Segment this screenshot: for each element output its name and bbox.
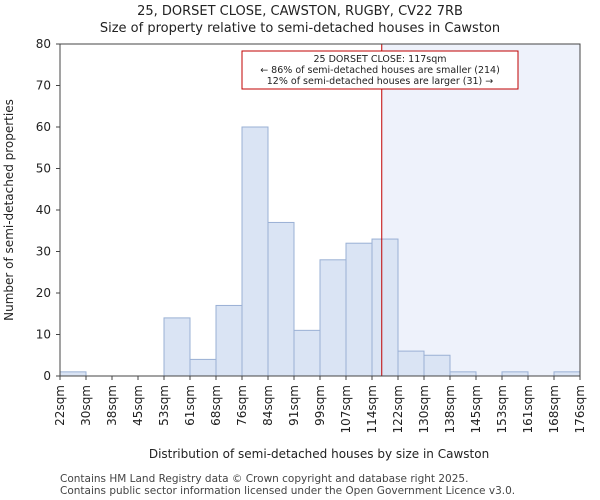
- histogram-bar: [163, 317, 191, 377]
- y-tick-label: 70: [36, 79, 51, 93]
- histogram-bar: [189, 358, 217, 377]
- x-tick-label: 153sqm: [495, 385, 509, 433]
- histogram-bar: [371, 238, 399, 377]
- histogram-bar: [345, 242, 373, 377]
- x-tick-label: 76sqm: [235, 385, 249, 426]
- histogram-bar: [267, 221, 295, 377]
- x-tick-label: 130sqm: [417, 385, 431, 433]
- x-tick-label: 38sqm: [105, 385, 119, 426]
- y-tick-label: 20: [36, 286, 51, 300]
- x-tick-label: 107sqm: [339, 385, 353, 433]
- annotation-line-2: ← 86% of semi-detached houses are smalle…: [260, 65, 500, 76]
- histogram-bar: [501, 371, 529, 377]
- x-tick-label: 84sqm: [261, 385, 275, 426]
- y-axis-label: Number of semi-detached properties: [2, 99, 16, 321]
- histogram-bar: [319, 259, 347, 377]
- histogram-bar: [59, 371, 87, 377]
- histogram-bar: [215, 304, 243, 377]
- y-tick-label: 80: [36, 37, 51, 51]
- x-tick-label: 176sqm: [573, 385, 587, 433]
- y-tick-label: 50: [36, 162, 51, 176]
- x-tick-label: 53sqm: [157, 385, 171, 426]
- x-tick-label: 91sqm: [287, 385, 301, 426]
- x-tick-label: 161sqm: [521, 385, 535, 433]
- x-tick-label: 145sqm: [469, 385, 483, 433]
- x-tick-label: 114sqm: [365, 385, 379, 433]
- footer-copyright: Contains HM Land Registry data © Crown c…: [60, 473, 469, 485]
- histogram-bar: [423, 354, 451, 377]
- histogram-bar: [293, 329, 321, 377]
- histogram-bar: [449, 371, 477, 377]
- annotation-line-1: 25 DORSET CLOSE: 117sqm: [313, 54, 446, 65]
- larger-region-shade: [381, 44, 580, 376]
- chart-title: 25, DORSET CLOSE, CAWSTON, RUGBY, CV22 7…: [137, 4, 463, 19]
- y-tick-label: 60: [36, 120, 51, 134]
- x-tick-label: 138sqm: [443, 385, 457, 433]
- y-tick-label: 30: [36, 245, 51, 259]
- histogram-chart: 0 10 20 30 40 50 60 70 80 22sqm 30sqm 38sqm 45sqm 53s…: [2, 37, 587, 461]
- x-tick-label: 45sqm: [131, 385, 145, 426]
- histogram-bar: [553, 371, 581, 377]
- footer-licence: Contains public sector information licen…: [60, 485, 516, 497]
- x-tick-label: 99sqm: [313, 385, 327, 426]
- chart-subtitle: Size of property relative to semi-detach…: [99, 21, 501, 36]
- y-tick-label: 10: [36, 328, 51, 342]
- x-tick-label: 122sqm: [391, 385, 405, 433]
- y-tick-label: 40: [36, 203, 51, 217]
- x-tick-label: 30sqm: [79, 385, 93, 426]
- annotation-box: [241, 50, 519, 90]
- x-tick-label: 168sqm: [547, 385, 561, 433]
- x-axis-label: Distribution of semi-detached houses by …: [149, 447, 489, 461]
- x-tick-label: 22sqm: [53, 385, 67, 426]
- y-tick-label: 0: [43, 369, 51, 383]
- histogram-bar: [397, 350, 425, 377]
- annotation-line-3: 12% of semi-detached houses are larger (…: [267, 76, 494, 87]
- x-tick-label: 68sqm: [209, 385, 223, 426]
- x-tick-label: 61sqm: [183, 385, 197, 426]
- histogram-bar: [241, 126, 269, 377]
